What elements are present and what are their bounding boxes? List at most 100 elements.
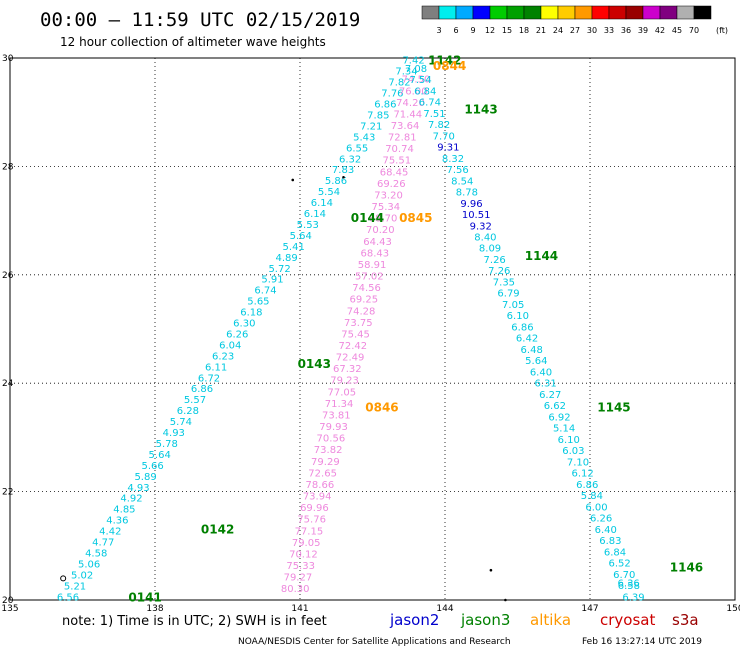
chart-marks: 6.565.215.025.064.584.774.424.364.854.92… <box>57 54 703 605</box>
wave-height-label: 7.42 <box>402 56 424 67</box>
wave-height-label: 74.56 <box>352 283 381 294</box>
colorbar-label: 6 <box>453 26 458 35</box>
wave-height-label: 7.70 <box>433 131 455 142</box>
wave-height-label: 73.20 <box>374 190 403 201</box>
pass-time-label: 1146 <box>670 560 703 574</box>
colorbar-unit: (ft) <box>716 26 728 35</box>
wave-height-label: 7.85 <box>367 110 389 121</box>
wave-height-label: 6.40 <box>595 525 617 536</box>
y-tick-label: 22 <box>2 488 13 498</box>
colorbar-swatch <box>438 5 457 20</box>
wave-height-label: 6.40 <box>530 367 552 378</box>
wave-height-label: 79.29 <box>311 457 340 468</box>
wave-height-label: 5.84 <box>581 491 603 502</box>
wave-height-label: 6.39 <box>622 592 644 603</box>
colorbar-label: 21 <box>536 26 546 35</box>
wave-height-label: 6.72 <box>198 373 220 384</box>
wave-height-label: 6.84 <box>604 547 626 558</box>
wave-height-label: 67.32 <box>333 364 362 375</box>
x-tick-label: 138 <box>146 604 163 614</box>
wave-height-label: 7.35 <box>493 277 515 288</box>
colorbar-label: 45 <box>672 26 682 35</box>
wave-height-label: 79.27 <box>284 573 313 584</box>
pass-time-label: 0845 <box>399 211 432 225</box>
wave-height-label: 73.82 <box>314 445 343 456</box>
wave-height-label: 68.45 <box>380 167 409 178</box>
wave-height-label: 6.86 <box>374 100 396 111</box>
wave-height-label: 4.92 <box>120 494 142 505</box>
wave-height-label: 6.26 <box>590 514 612 525</box>
wave-height-label: 4.58 <box>85 548 107 559</box>
wave-height-label: 75.51 <box>382 156 411 167</box>
wave-height-label: 78.66 <box>306 480 335 491</box>
wave-height-label: 69.25 <box>350 295 379 306</box>
pass-time-label: 0844 <box>433 59 466 73</box>
wave-height-label: 7.26 <box>484 255 506 266</box>
wave-height-label: 5.06 <box>78 559 100 570</box>
wave-height-label: 8.09 <box>479 244 501 255</box>
colorbar-label: 39 <box>638 26 648 35</box>
wave-height-label: 7.76 <box>381 89 403 100</box>
wave-height-label: 7.51 <box>423 109 445 120</box>
wave-height-label: 6.52 <box>608 559 630 570</box>
wave-height-label: 5.65 <box>247 297 269 308</box>
wave-height-label: 6.30 <box>233 319 255 330</box>
wave-height-label: 73.81 <box>322 410 351 421</box>
wave-height-label: 70.20 <box>366 225 395 236</box>
wave-height-label: 7.05 <box>502 300 524 311</box>
wave-height-label: 7.82 <box>428 120 450 131</box>
wave-height-label: 4.93 <box>127 483 149 494</box>
chart-subtitle: 12 hour collection of altimeter wave hei… <box>60 35 326 49</box>
wave-height-label: 6.74 <box>254 286 276 297</box>
colorbar-label: 30 <box>587 26 597 35</box>
island-marker <box>291 178 295 182</box>
pass-time-label: 1145 <box>597 401 630 415</box>
wave-height-label: 6.42 <box>516 334 538 345</box>
wave-height-label: 6.26 <box>226 329 248 340</box>
colorbar-label: 3 <box>436 26 441 35</box>
wave-height-label: 72.81 <box>388 133 417 144</box>
wave-height-label: 6.03 <box>562 446 584 457</box>
wave-height-label: 58.91 <box>358 260 387 271</box>
wave-height-label: 6.48 <box>521 345 543 356</box>
wave-height-label: 77.15 <box>295 526 324 537</box>
wave-height-label: 73.94 <box>303 492 332 503</box>
wave-height-label: 4.93 <box>163 428 185 439</box>
legend-cryosat: cryosat <box>600 611 655 629</box>
x-tick-label: 150 <box>726 604 740 614</box>
legend-jason3: jason3 <box>460 611 510 629</box>
colorbar: 3 6 9 12 15 18 21 24 27 30 33 36 39 42 45 70 <box>421 5 712 35</box>
colorbar-swatch <box>506 5 525 20</box>
island-marker <box>342 175 345 179</box>
wave-height-label: 79.93 <box>319 422 348 433</box>
axis-ticks: 135 138 141 144 147 150 20 22 24 26 28 30 <box>1 54 740 614</box>
colorbar-swatch <box>591 5 610 20</box>
wave-height-label: 8.78 <box>456 188 478 199</box>
y-tick-label: 30 <box>2 54 14 64</box>
colorbar-label: 36 <box>621 26 631 35</box>
wave-height-label: 74.20 <box>396 98 425 109</box>
wave-height-label: 7.08 <box>405 64 427 75</box>
wave-height-label: 72.49 <box>336 353 365 364</box>
pass-time-label: 0141 <box>128 590 161 604</box>
wave-height-label: 75.33 <box>286 561 315 572</box>
wave-height-label: 5.74 <box>170 417 192 428</box>
wave-height-label: 75.45 <box>341 329 370 340</box>
pass-time-label: 0144 <box>351 211 384 225</box>
wave-height-label: 4.36 <box>106 516 128 527</box>
wave-height-label: 6.74 <box>419 98 441 109</box>
wave-height-label: 6.11 <box>205 362 227 373</box>
island-marker <box>489 568 493 572</box>
wave-height-label: 6.14 <box>311 198 333 209</box>
colorbar-swatch <box>455 5 474 20</box>
wave-height-label: 7.54 <box>409 75 431 86</box>
wave-height-label: 7.56 <box>447 165 469 176</box>
wave-height-label: 6.86 <box>576 480 598 491</box>
wave-height-label: 5.54 <box>318 187 340 198</box>
legend-altika: altika <box>530 611 571 629</box>
wave-height-label: 75.34 <box>371 202 400 213</box>
footer-timestamp: Feb 16 13:27:14 UTC 2019 <box>582 637 702 647</box>
pass-time-label: 1142 <box>428 54 461 68</box>
wave-height-label: 76.00 <box>399 86 428 97</box>
wave-height-label: 5.53 <box>297 220 319 231</box>
